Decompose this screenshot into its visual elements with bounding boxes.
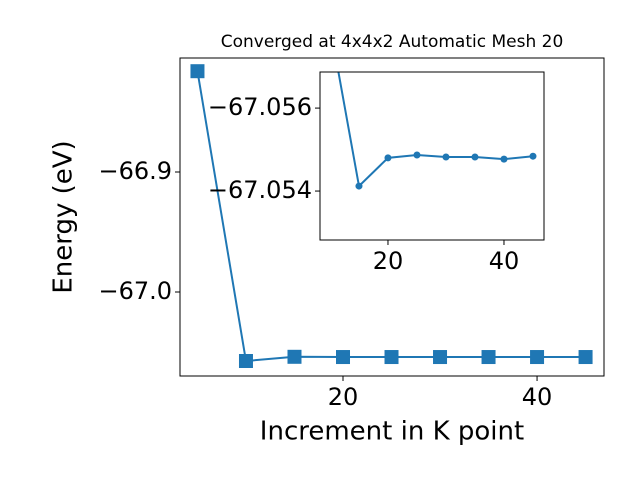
marker (578, 350, 593, 365)
marker (355, 182, 363, 190)
marker (529, 152, 537, 160)
axes-frame (179, 57, 605, 377)
marker (471, 153, 479, 161)
marker (442, 153, 450, 161)
marker (384, 350, 399, 365)
series-line (337, 72, 534, 189)
marker (481, 350, 496, 365)
chart-title: Converged at 4x4x2 Automatic Mesh 20 (221, 32, 564, 52)
x-tick-label: 20 (373, 247, 404, 275)
y-tick-label: −66.9 (98, 157, 172, 185)
marker (287, 349, 302, 364)
y-tick-label: −67.0 (98, 277, 172, 305)
plot-content (337, 72, 537, 190)
x-axis-label: Increment in K point (260, 417, 524, 447)
marker (500, 155, 508, 163)
marker (384, 154, 392, 162)
x-tick-label: 40 (489, 247, 520, 275)
y-tick-label: −67.054 (208, 176, 312, 204)
marker (433, 350, 448, 365)
x-tick-label: 40 (522, 383, 553, 411)
plot-content (190, 64, 593, 368)
y-tick-label: −67.056 (208, 93, 312, 121)
marker (336, 350, 351, 365)
marker (530, 350, 545, 365)
marker (238, 354, 253, 368)
axes-frame (319, 71, 545, 241)
marker (413, 151, 421, 159)
x-tick-label: 20 (328, 383, 359, 411)
marker (190, 64, 205, 79)
y-axis-label: Energy (eV) (49, 140, 79, 293)
